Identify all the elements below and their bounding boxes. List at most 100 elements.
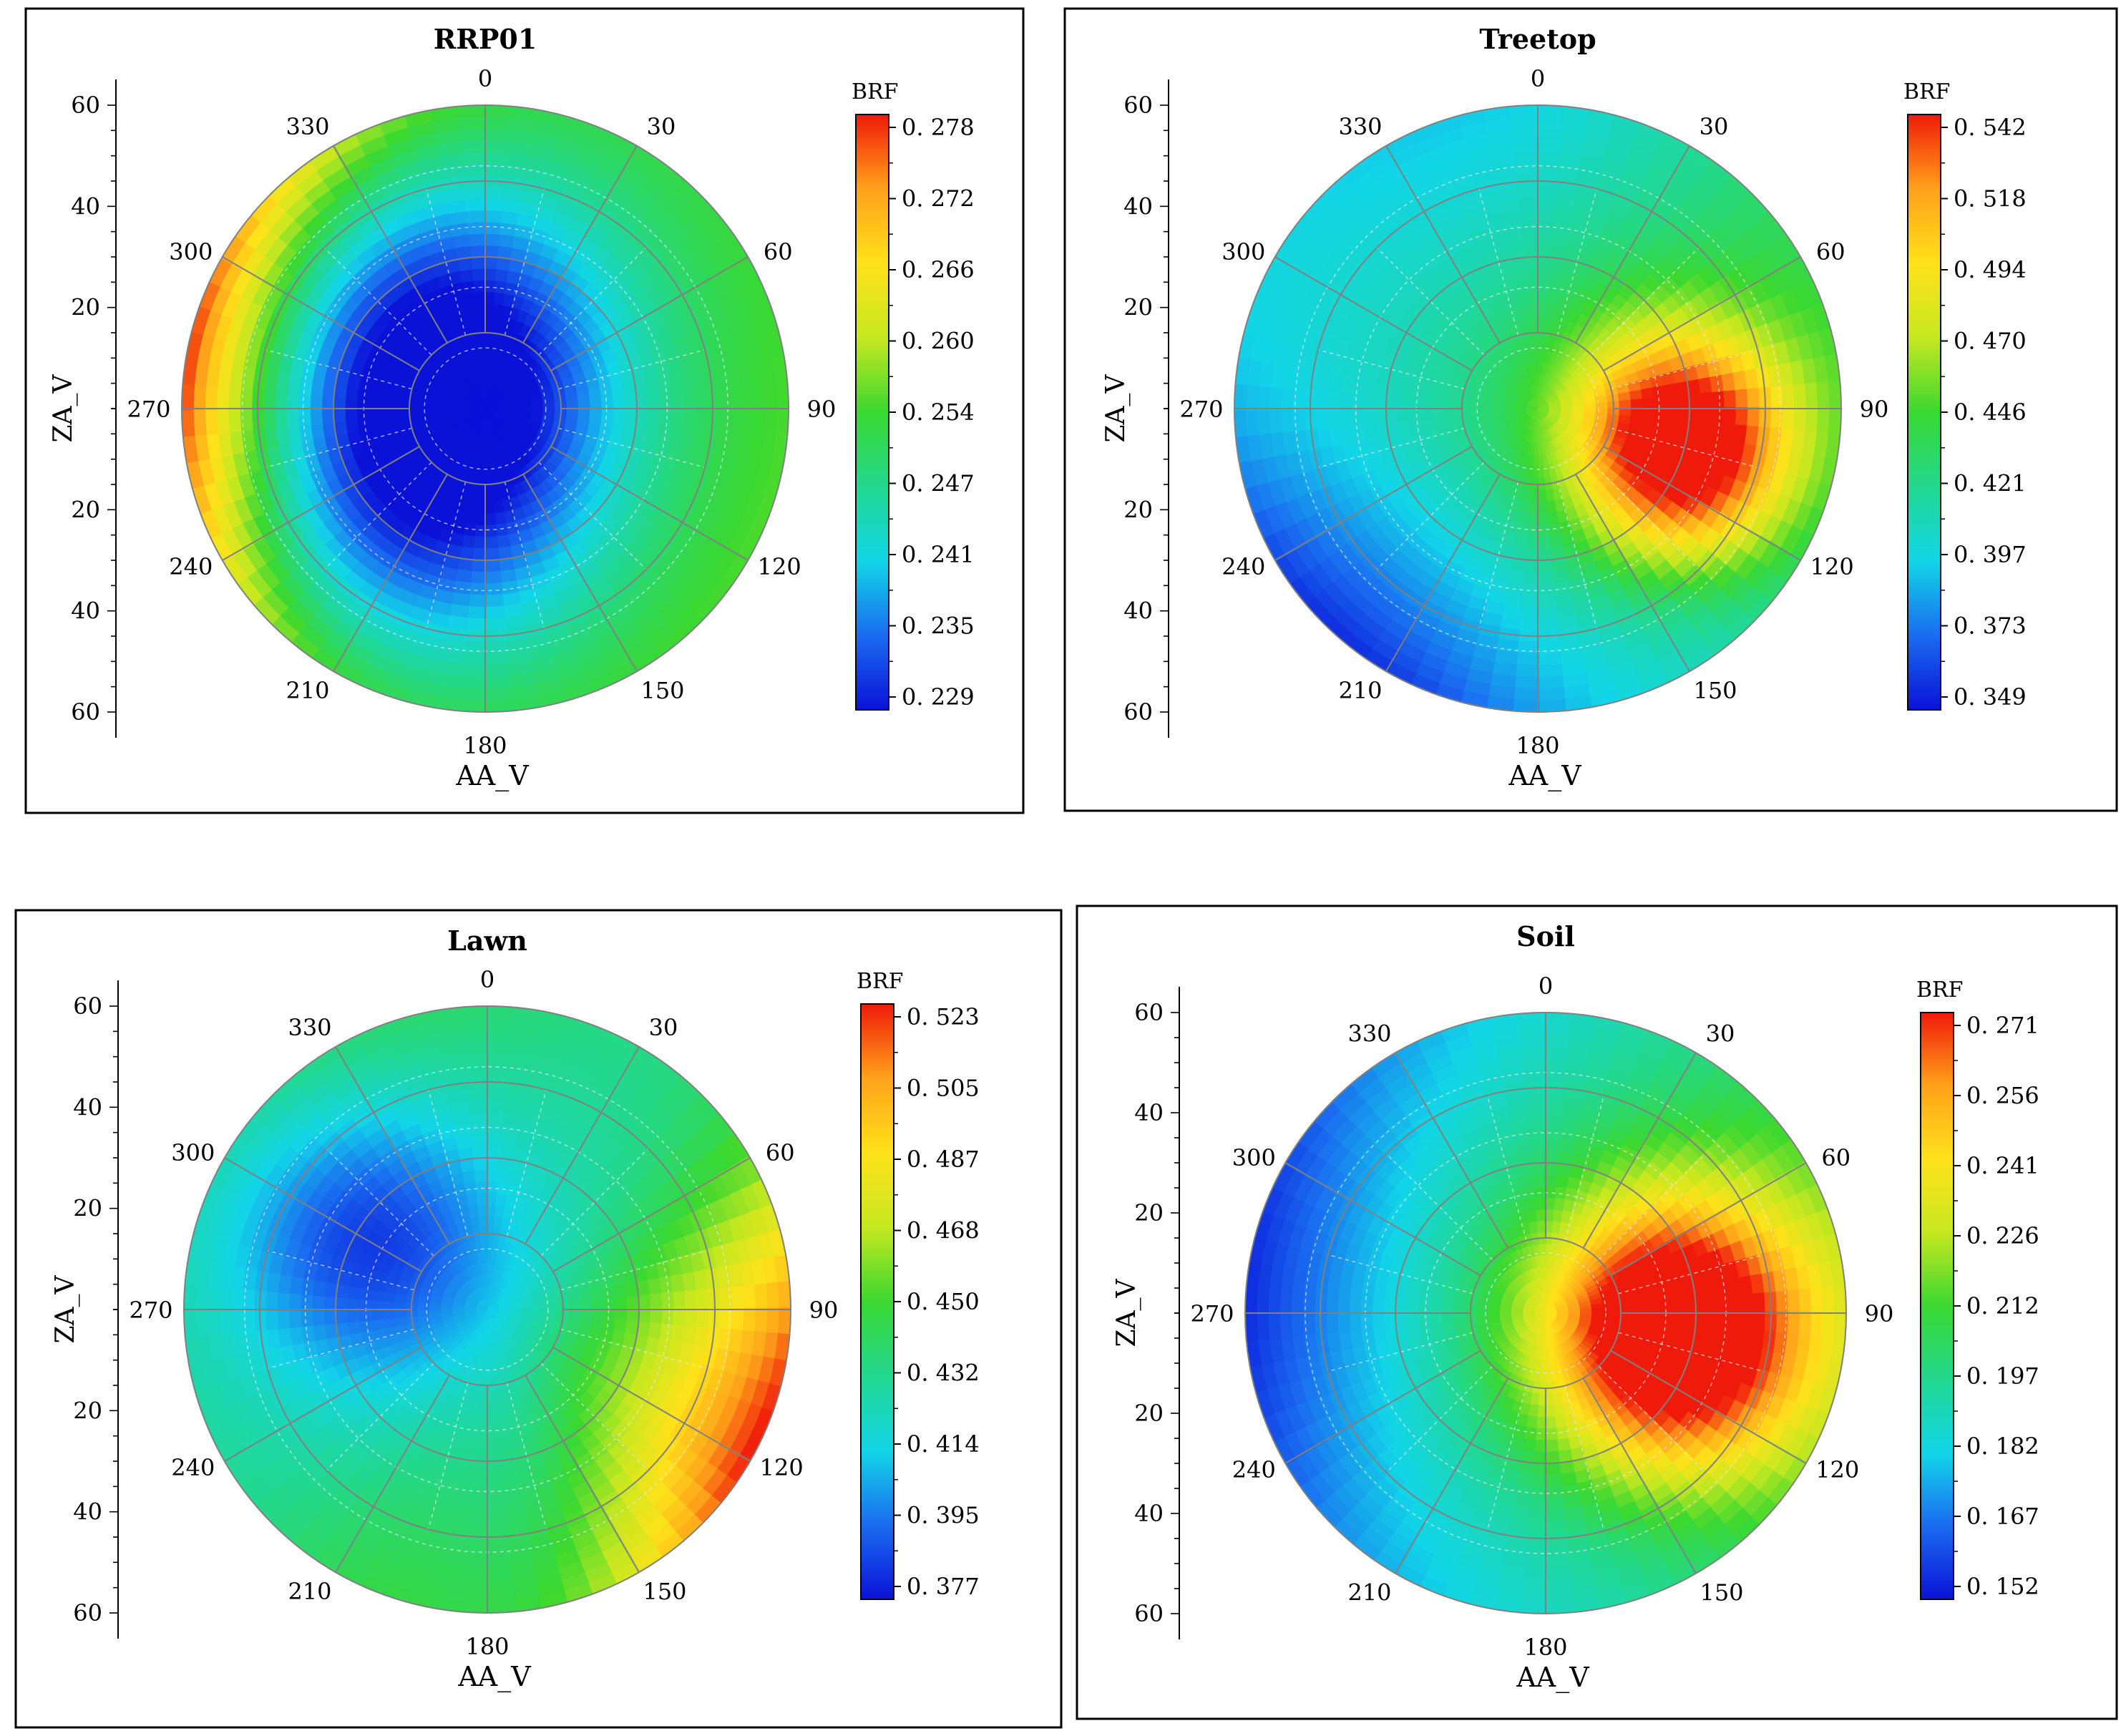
x-axis-label: AA_V — [1508, 760, 1581, 792]
chart-title: Treetop — [1479, 23, 1596, 55]
heat-cell — [459, 663, 487, 678]
heat-cell — [483, 104, 514, 119]
heat-cell — [216, 383, 230, 411]
heat-cell — [1536, 605, 1558, 619]
heat-cell — [459, 676, 487, 689]
heat-cell — [728, 406, 743, 433]
zenith-tick-label: 60 — [71, 92, 100, 119]
heat-cell — [647, 391, 661, 410]
heat-cell — [461, 652, 487, 666]
heat-cell — [484, 582, 503, 596]
heat-cell — [484, 594, 504, 608]
heat-cell — [1536, 512, 1549, 526]
heat-cell — [484, 489, 494, 502]
colorbar-tick-label: 0. 254 — [902, 399, 975, 426]
heat-cell — [1527, 303, 1539, 316]
azimuth-label: 240 — [169, 553, 213, 580]
heat-cell — [474, 1169, 489, 1182]
colorbar-tick-label: 0. 542 — [1954, 114, 2027, 141]
heat-cell — [1513, 652, 1540, 666]
heat-cell — [192, 381, 207, 411]
heat-cell — [1512, 663, 1540, 678]
heat-cell — [391, 407, 404, 418]
zenith-tick-label: 40 — [1123, 598, 1153, 625]
zenith-tick-label: 60 — [71, 698, 100, 726]
heat-cell — [309, 407, 323, 426]
heat-cell — [181, 406, 195, 437]
heat-cell — [1511, 128, 1540, 142]
colorbar-tick-label: 0. 494 — [1954, 256, 2027, 283]
heat-cell — [717, 385, 731, 411]
heat-cell — [483, 128, 512, 142]
heat-cell — [1665, 395, 1679, 410]
heat-cell — [1420, 407, 1434, 420]
heat-cell — [477, 1204, 489, 1217]
heat-cell — [484, 547, 500, 561]
azimuth-label: 120 — [758, 553, 801, 580]
heat-cell — [263, 406, 277, 430]
heat-cell — [580, 1299, 593, 1311]
heat-cell — [1315, 406, 1330, 430]
colorbar-tick-label: 0. 235 — [902, 613, 975, 640]
heat-cell — [1781, 384, 1795, 411]
heat-cell — [1536, 559, 1554, 572]
azimuth-label: 180 — [463, 732, 507, 759]
heat-cell — [486, 1448, 502, 1462]
heat-cell — [479, 350, 486, 363]
heat-cell — [472, 268, 487, 281]
heat-cell — [468, 233, 487, 247]
azimuth-label: 0 — [478, 65, 492, 92]
heat-cell — [1536, 676, 1564, 689]
heat-cell — [483, 640, 509, 654]
heat-cell — [344, 407, 358, 422]
heat-cell — [1511, 676, 1540, 689]
heat-cell — [1828, 380, 1842, 411]
heat-cell — [1327, 407, 1341, 429]
heat-cell — [476, 1192, 489, 1206]
colorbar-tick-label: 0. 229 — [902, 683, 975, 711]
heat-cell — [228, 406, 242, 433]
heat-cell — [486, 1460, 503, 1473]
heat-cell — [542, 401, 556, 409]
heat-cell — [1536, 151, 1562, 165]
heat-cell — [484, 466, 492, 479]
heat-cell — [1509, 698, 1540, 713]
heat-cell — [1269, 383, 1283, 411]
heat-cell — [1536, 524, 1551, 537]
heat-cell — [1510, 116, 1540, 130]
heat-cell — [1257, 382, 1271, 411]
azimuth-label: 30 — [1700, 113, 1729, 140]
heat-cell — [1516, 186, 1540, 200]
heat-cell — [228, 384, 242, 411]
zenith-tick-label: 20 — [1123, 496, 1153, 523]
heat-cell — [484, 524, 498, 537]
heat-cell — [682, 389, 696, 410]
azimuth-label: 150 — [640, 677, 684, 704]
colorbar-tick-label: 0. 470 — [1954, 328, 2027, 355]
heat-cell — [635, 393, 649, 410]
heat-cell — [1518, 210, 1539, 223]
heat-cell — [1526, 291, 1539, 305]
azimuth-label: 240 — [1222, 553, 1265, 580]
heat-cell — [1512, 140, 1540, 154]
azimuth-label: 120 — [1810, 553, 1854, 580]
heat-cell — [486, 1390, 497, 1403]
heat-cell — [533, 1304, 546, 1310]
heat-cell — [457, 687, 487, 701]
heat-cell — [1374, 407, 1388, 424]
heat-cell — [1536, 536, 1551, 550]
zenith-tick-label: 40 — [71, 598, 100, 625]
heat-cell — [613, 395, 626, 410]
heat-cell — [775, 380, 789, 411]
heat-cell — [1522, 245, 1539, 258]
azimuth-label: 180 — [1516, 732, 1559, 759]
heat-cell — [192, 406, 207, 437]
heat-cell — [1536, 104, 1566, 119]
heat-cell — [482, 1262, 488, 1275]
zenith-tick-label: 40 — [1123, 192, 1153, 220]
heat-cell — [1280, 406, 1294, 433]
colorbar-tick-label: 0. 266 — [902, 256, 975, 283]
zenith-tick-label: 20 — [71, 496, 100, 523]
heat-cell — [478, 1216, 489, 1229]
heat-cell — [487, 1367, 494, 1380]
